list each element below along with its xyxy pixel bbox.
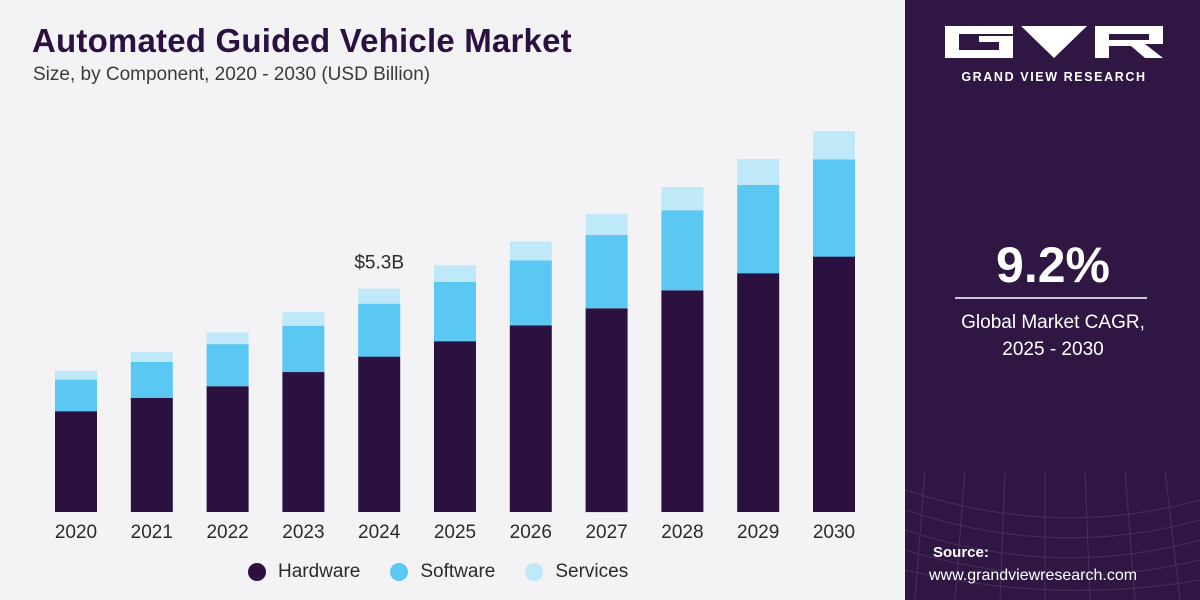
bar-segment-software-2027 bbox=[585, 234, 628, 309]
side-panel: GRAND VIEW RESEARCH 9.2% Global Market C… bbox=[905, 0, 1200, 600]
legend-swatch-services bbox=[525, 563, 544, 581]
chart-legend: Hardware Software Services bbox=[248, 561, 628, 583]
bar-segment-hardware-2024 bbox=[358, 356, 401, 512]
bar-segment-software-2020 bbox=[55, 379, 97, 412]
bar-segment-hardware-2025 bbox=[434, 341, 476, 512]
chart-panel: Automated Guided Vehicle Market Size, by… bbox=[0, 0, 905, 600]
bar-segment-software-2023 bbox=[282, 325, 325, 373]
bar-segment-software-2025 bbox=[434, 282, 476, 342]
bar-segment-services-2026 bbox=[509, 241, 552, 261]
source-label: Source: bbox=[933, 544, 989, 561]
bar-segment-services-2029 bbox=[737, 159, 780, 185]
bar-segment-software-2024 bbox=[358, 303, 401, 357]
cagr-value: 9.2% bbox=[996, 237, 1110, 293]
bar-segment-services-2028 bbox=[661, 187, 704, 211]
bar-segment-hardware-2030 bbox=[813, 256, 855, 512]
bar-segment-hardware-2026 bbox=[509, 325, 552, 512]
cagr-divider bbox=[955, 297, 1147, 299]
x-tick-label-2029: 2029 bbox=[737, 522, 779, 543]
bar-segment-services-2021 bbox=[130, 352, 173, 362]
legend-swatch-hardware bbox=[248, 563, 266, 581]
bar-segment-hardware-2029 bbox=[737, 273, 780, 512]
bar-segment-services-2027 bbox=[585, 214, 628, 235]
wireframe-pattern bbox=[905, 470, 1200, 600]
brand-name: GRAND VIEW RESEARCH bbox=[961, 70, 1147, 84]
gvr-logo bbox=[945, 26, 1163, 58]
bar-segment-software-2029 bbox=[737, 184, 780, 274]
legend-item-hardware: Hardware bbox=[248, 561, 360, 583]
x-tick-label-2028: 2028 bbox=[661, 522, 703, 543]
x-tick-label-2020: 2020 bbox=[55, 522, 97, 543]
bar-segment-services-2023 bbox=[282, 312, 325, 326]
legend-item-software: Software bbox=[390, 561, 495, 583]
legend-swatch-software bbox=[390, 563, 409, 581]
legend-item-services: Services bbox=[525, 561, 628, 583]
bar-chart: 2020 2021 2022 2023 2024 $5.3B 2025 2026 2027 202… bbox=[55, 131, 855, 543]
chart-subtitle: Size, by Component, 2020 - 2030 (USD Bil… bbox=[33, 64, 431, 85]
bar-segment-hardware-2028 bbox=[661, 290, 704, 512]
bar-segment-hardware-2021 bbox=[130, 397, 173, 512]
x-tick-label-2023: 2023 bbox=[282, 522, 324, 543]
cagr-label: Global Market CAGR, 2025 - 2030 bbox=[935, 309, 1171, 363]
x-tick-label-2025: 2025 bbox=[434, 522, 476, 543]
bar-segment-software-2022 bbox=[206, 344, 249, 387]
x-tick-label-2027: 2027 bbox=[585, 522, 627, 543]
legend-label-services: Services bbox=[555, 561, 629, 582]
bar-segment-software-2026 bbox=[509, 260, 552, 326]
bar-segment-software-2021 bbox=[130, 362, 173, 398]
x-tick-label-2030: 2030 bbox=[813, 522, 855, 543]
cagr-label-line1: Global Market CAGR, bbox=[961, 312, 1145, 333]
x-tick-label-2022: 2022 bbox=[206, 522, 248, 543]
chart-title: Automated Guided Vehicle Market bbox=[32, 22, 572, 59]
source-link[interactable]: www.grandviewresearch.com bbox=[929, 567, 1138, 584]
bar-segment-services-2020 bbox=[55, 370, 97, 380]
bar-segment-software-2030 bbox=[813, 159, 855, 257]
bar-segment-services-2022 bbox=[206, 332, 249, 345]
bar-segment-services-2025 bbox=[434, 265, 476, 282]
x-tick-label-2026: 2026 bbox=[510, 522, 552, 543]
bar-segment-hardware-2022 bbox=[206, 386, 249, 512]
bar-segment-services-2030 bbox=[813, 131, 855, 160]
cagr-label-line2: 2025 - 2030 bbox=[1002, 339, 1104, 360]
bar-segment-software-2028 bbox=[661, 210, 704, 291]
data-label-2024: $5.3B bbox=[354, 253, 404, 274]
legend-label-software: Software bbox=[420, 561, 496, 582]
bar-segment-services-2024 bbox=[358, 288, 401, 304]
bar-segment-hardware-2020 bbox=[55, 411, 97, 512]
x-tick-label-2024: 2024 bbox=[358, 522, 401, 543]
legend-label-hardware: Hardware bbox=[278, 561, 361, 582]
x-tick-label-2021: 2021 bbox=[131, 522, 173, 543]
bar-segment-hardware-2023 bbox=[282, 372, 325, 512]
bar-segment-hardware-2027 bbox=[585, 308, 628, 513]
